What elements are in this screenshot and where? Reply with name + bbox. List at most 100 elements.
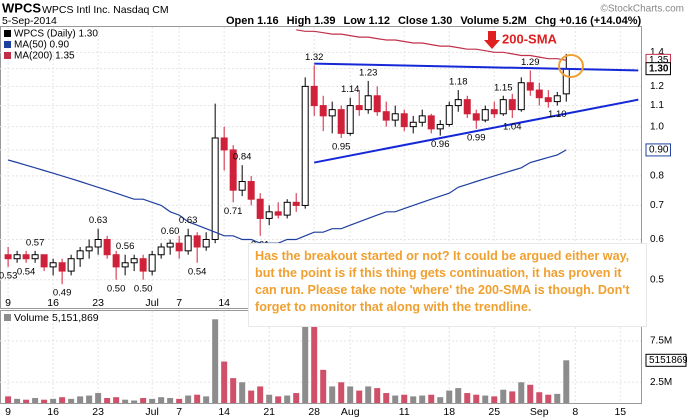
- volume-bar: [491, 396, 498, 403]
- candle-body: [148, 254, 156, 272]
- x-tick-label: 14: [218, 406, 230, 418]
- legend-swatch: [4, 314, 11, 321]
- axis-value-label: 0.90: [649, 145, 669, 156]
- volume-bar: [410, 396, 417, 403]
- x-tick-label: 16: [47, 297, 59, 309]
- volume-bar: [455, 388, 462, 403]
- y-tick-label: 0.8: [650, 171, 664, 182]
- candle-body: [157, 246, 165, 256]
- x-tick-label: Sep: [530, 406, 549, 418]
- volume-bar: [113, 397, 120, 403]
- x-tick-label: Jul: [145, 406, 158, 418]
- volume-bar: [518, 382, 525, 403]
- candle-body: [94, 238, 102, 248]
- x-tick-label: 9: [5, 297, 11, 309]
- volume-bar: [536, 392, 543, 403]
- axis-value-frame: [645, 353, 687, 367]
- axis-value-label: 1.35: [649, 55, 669, 66]
- volume-bar: [545, 394, 552, 403]
- candle-body: [319, 105, 327, 117]
- candle-body: [418, 115, 426, 123]
- price-annotation: 0.96: [431, 139, 450, 150]
- x-tick-label: 14: [218, 297, 230, 309]
- volume-bar: [131, 400, 138, 403]
- price-annotation: 1.15: [494, 82, 513, 93]
- price-annotation: 1.10: [548, 109, 567, 120]
- candle-body: [220, 137, 228, 151]
- chart-subtitle: WPCS Intl Inc. Nasdaq CM: [42, 4, 169, 16]
- candle-body: [40, 254, 48, 268]
- x-tick-label: 7: [176, 297, 182, 309]
- volume-bar: [527, 384, 534, 403]
- candle-body: [409, 121, 417, 128]
- candle-body: [391, 113, 399, 121]
- volume-bar: [23, 399, 30, 403]
- price-annotation: 0.99: [467, 132, 486, 143]
- price-annotation: 0.63: [89, 215, 108, 226]
- candle-body: [76, 250, 84, 260]
- candle-body: [49, 262, 57, 268]
- highlight-circle: [558, 54, 584, 78]
- volume-bar: [248, 390, 255, 403]
- volume-bar: [149, 398, 156, 403]
- date: 5-Sep-2014: [2, 15, 57, 27]
- volume-bar: [446, 390, 453, 403]
- quote-item: Low 1.12: [343, 15, 389, 27]
- x-tick-label: 11: [399, 406, 410, 418]
- candle-body: [499, 99, 507, 115]
- price-annotation: 0.84: [233, 152, 252, 163]
- volume-bar: [59, 397, 66, 403]
- candle-body: [490, 109, 498, 115]
- price-annotation: 1.29: [521, 57, 540, 68]
- x-tick-label: 21: [263, 406, 275, 418]
- candle-body: [274, 211, 282, 216]
- volume-bar: [167, 398, 174, 403]
- volume-bar: [302, 313, 309, 403]
- candle-body: [436, 123, 444, 130]
- volume-bar: [383, 393, 390, 403]
- legend-label: MA(50) 0.90: [14, 40, 69, 51]
- candle-body: [85, 246, 93, 252]
- candle-body: [22, 254, 30, 260]
- volume-bar: [338, 382, 345, 403]
- volume-bar: [5, 396, 12, 403]
- price-annotation: 0.71: [224, 206, 243, 217]
- volume-bar: [356, 390, 363, 403]
- volume-bar: [122, 399, 129, 403]
- candle-body: [13, 254, 21, 260]
- x-tick-label: 18: [443, 406, 455, 418]
- source: ©StockCharts.com: [600, 4, 684, 15]
- price-annotation: 1.14: [341, 84, 360, 95]
- legend-label: WPCS (Daily) 1.30: [14, 29, 98, 40]
- y-tick-label: 1.0: [650, 121, 664, 132]
- volume-bar: [230, 378, 237, 403]
- note: Has the breakout started or not? It coul…: [248, 243, 647, 327]
- volume-bar: [185, 395, 192, 403]
- candle-body: [337, 109, 345, 134]
- volume-bar: [14, 398, 21, 403]
- y-tick-label: 1.2: [650, 81, 664, 92]
- candle-body: [175, 242, 183, 252]
- y-tick-label: 0.5: [650, 274, 664, 285]
- axis-value-box: 0.90: [645, 143, 671, 157]
- volume-bar: [239, 382, 246, 403]
- volume-bar: [311, 320, 318, 403]
- candle-body: [193, 235, 201, 248]
- quote-item: High 1.39: [287, 15, 336, 27]
- volume-bar: [77, 396, 84, 403]
- volume-bar: [464, 393, 471, 403]
- volume-bar: [68, 398, 75, 403]
- candle-body: [184, 235, 192, 252]
- price-annotation: 0.54: [17, 266, 36, 277]
- candle-body: [238, 181, 246, 191]
- candle-body: [472, 113, 480, 121]
- candle-body: [139, 258, 147, 272]
- candle-body: [445, 105, 453, 125]
- volume-bar: [257, 386, 264, 403]
- x-tick-label: 9: [5, 406, 11, 418]
- candle-body: [427, 115, 435, 130]
- candle-body: [121, 262, 129, 268]
- candle-body: [283, 201, 291, 216]
- volume-bar: [365, 386, 372, 403]
